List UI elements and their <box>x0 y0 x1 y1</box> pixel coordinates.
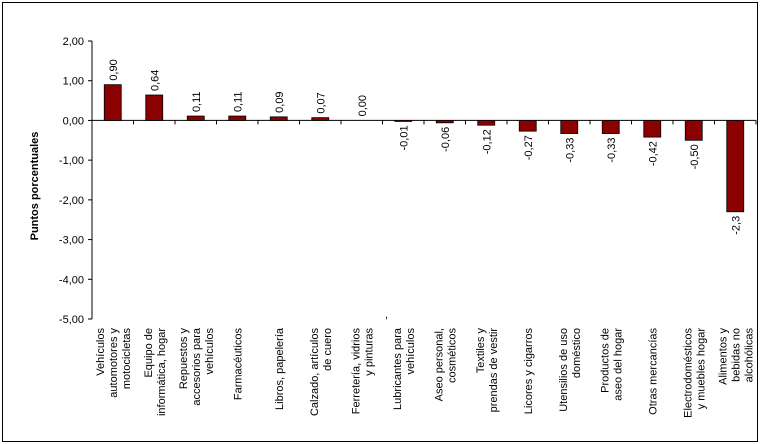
bar <box>477 120 496 126</box>
data-label: 0,07 <box>315 92 327 113</box>
category-label: Electrodomésticos <box>682 328 694 418</box>
category-label: prendas de vestir <box>488 328 500 413</box>
category-label: Farmacéuticos <box>232 328 244 401</box>
data-label: 0,09 <box>274 91 286 112</box>
y-tick-label: -2,00 <box>59 195 84 207</box>
bar <box>435 120 454 124</box>
data-label: -2,3 <box>730 216 742 235</box>
category-label: Alimentos y <box>717 328 729 385</box>
data-label: 0,11 <box>232 91 244 112</box>
bar <box>726 120 745 213</box>
category-label: vehículos <box>204 328 216 375</box>
y-tick-label: 0,00 <box>63 115 84 127</box>
category-label: doméstico <box>571 328 583 378</box>
category-label: bebidas no <box>730 328 742 382</box>
bar <box>269 116 288 121</box>
category-label: Equipo de <box>143 328 155 378</box>
category-label: Ferretería, vidrios <box>350 328 362 415</box>
category-label: accesorios para <box>191 327 203 406</box>
category-label: Libros, papelería <box>274 327 286 410</box>
category-label: Vehículos <box>95 328 107 376</box>
category-label: Repuestos y <box>178 328 190 390</box>
bar <box>560 120 579 134</box>
category-label: vehículos <box>405 328 417 375</box>
y-tick-label: 1,00 <box>63 76 84 88</box>
category-label: motocicletas <box>121 328 133 390</box>
category-label: alcohólicas <box>743 328 755 383</box>
data-label: -0,33 <box>564 138 576 163</box>
category-label: cosméticos <box>446 328 458 384</box>
y-tick-label: -5,00 <box>59 314 84 326</box>
bar <box>311 117 330 121</box>
data-label: -0,01 <box>398 125 410 150</box>
data-label: 0,64 <box>149 70 161 91</box>
stray-mark: , <box>385 309 388 321</box>
bar <box>684 120 703 141</box>
y-tick-label: 2,00 <box>63 36 84 48</box>
data-label: -0,06 <box>440 127 452 152</box>
category-label: Utensilios de uso <box>558 328 570 412</box>
y-tick-label: -3,00 <box>59 235 84 247</box>
bar <box>601 120 620 134</box>
data-label: -0,50 <box>689 144 701 169</box>
category-label: Aseo personal, <box>433 328 445 401</box>
category-label: de cuero <box>322 328 334 371</box>
data-label: -0,42 <box>647 141 659 166</box>
category-label: automotores y <box>108 328 120 398</box>
data-label: 0,90 <box>108 59 120 80</box>
category-label: Productos de <box>599 328 611 393</box>
category-label: y muebles hogar <box>695 328 707 410</box>
bar <box>186 115 205 121</box>
bar <box>643 120 662 138</box>
data-label: 0,11 <box>191 91 203 112</box>
data-label: -0,27 <box>523 135 535 160</box>
y-tick-label: -4,00 <box>59 274 84 286</box>
category-label: Calzado, artículos <box>309 328 321 417</box>
bar <box>394 120 413 122</box>
category-label: Licores y cigarros <box>523 328 535 415</box>
y-axis-title: Puntos porcentuales <box>29 132 41 241</box>
y-tick-label: -1,00 <box>59 155 84 167</box>
data-label: 0,00 <box>357 95 369 116</box>
data-label: -0,33 <box>606 138 618 163</box>
category-label: informática, hogar <box>156 328 168 416</box>
category-label: aseo del hogar <box>612 328 624 401</box>
bar <box>228 115 247 121</box>
bar <box>103 84 122 121</box>
category-label: Lubricantes para <box>392 327 404 410</box>
category-label: Otras mercancías <box>647 328 659 415</box>
data-label: -0,12 <box>481 129 493 154</box>
bar <box>145 94 164 121</box>
category-label: y pinturas <box>363 328 375 376</box>
bar <box>518 120 537 132</box>
category-label: Textiles y <box>475 328 487 374</box>
